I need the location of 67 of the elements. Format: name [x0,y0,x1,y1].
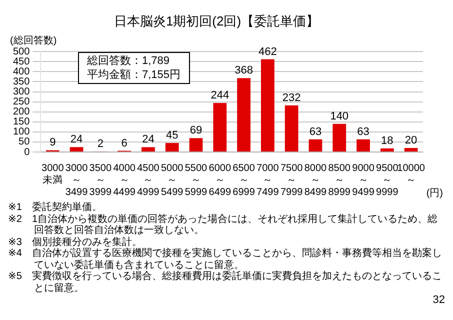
x-axis-title: (円) [426,188,443,199]
bar [142,147,155,152]
x-tick-label: 7500～7999 [280,162,304,198]
x-tick-label: 6500～6999 [232,162,256,198]
data-label: 2 [97,138,104,150]
data-label: 63 [357,126,370,138]
x-tick-label: 3500～3999 [89,162,112,198]
chart-title: 日本脳炎1期初回(2回)【委託単価】 [114,13,320,28]
data-label: 24 [142,134,154,146]
y-tick-label: 50 [18,136,30,148]
data-label: 244 [210,90,230,102]
x-tick-label: 8500～8999 [328,162,351,198]
y-tick-label: 250 [12,96,30,108]
y-tick-label: 350 [12,76,30,88]
data-label: 20 [404,134,418,147]
data-label: 462 [258,46,277,58]
bar [260,59,274,152]
x-tick-label: 5000～5499 [160,162,184,198]
x-tick-label: 8000～8499 [304,162,328,198]
x-tick-label: 4000～4499 [113,162,136,198]
bar [284,105,298,152]
data-label: 9 [50,136,56,149]
y-tick-label: 500 [12,46,30,58]
y-axis-title: (総回答数) [10,34,57,46]
x-tick-label: 4500～4999 [137,162,160,198]
annotation: 総回答数：1,789 [87,54,171,68]
data-label: 18 [381,134,394,147]
x-tick-label: 6000～6499 [208,162,232,198]
bar [70,147,84,152]
bar [356,139,370,152]
text: 32 [432,294,445,306]
x-tick-label: 3000未満 [42,162,64,186]
data-label: 6 [121,137,128,150]
x-tick-label: 9500～9999 [376,162,399,198]
bar [189,138,203,152]
x-tick-label: 3000～3499 [65,162,88,198]
bar [213,103,227,152]
x-tick-label: 5500～5999 [184,162,208,198]
x-tick-label: 10000～ [397,162,426,186]
bar [308,139,322,152]
y-tick-label: 200 [12,106,30,118]
data-label: 140 [330,110,349,122]
text: ※1 委託契約単価。 [8,202,103,214]
bar [237,78,250,152]
y-tick-label: 150 [12,116,30,128]
bar [165,142,179,152]
text: ※3 個別接種分のみを集計。 [8,236,143,248]
y-tick-label: 450 [12,56,30,68]
text: ※5 実費徴収を行っている場合、総接種費用は委託単価に実費負担を加えたものとなっていることに留意。 [8,271,443,294]
data-label: 45 [166,129,178,142]
y-tick-label: 100 [12,126,30,138]
data-label: 69 [190,124,202,137]
text: ※4 自治体が設置する医療機関で接種を実施していることから、問診料・事務費等相当を勘案していない委託単価も含まれていることに留意。 [8,248,443,270]
bar [404,148,418,152]
data-label: 24 [70,134,83,146]
x-tick-label: 9000～9499 [352,162,375,198]
y-tick-label: 300 [12,86,30,98]
data-label: 368 [234,64,253,77]
y-tick-label: 400 [12,66,30,78]
y-tick-label: 0 [24,146,30,158]
data-label: 63 [309,126,322,138]
bar [380,148,394,152]
annotation: 平均金額：7,155円 [87,68,181,82]
data-label: 232 [282,92,301,104]
text: ※2 1自治体から複数の単価の回答があった場合には、それぞれ採用して集計しているため、総回答数と回答自治体数は一致しない。 [8,214,439,236]
x-tick-label: 7000～7499 [256,162,280,198]
bar [332,124,346,152]
